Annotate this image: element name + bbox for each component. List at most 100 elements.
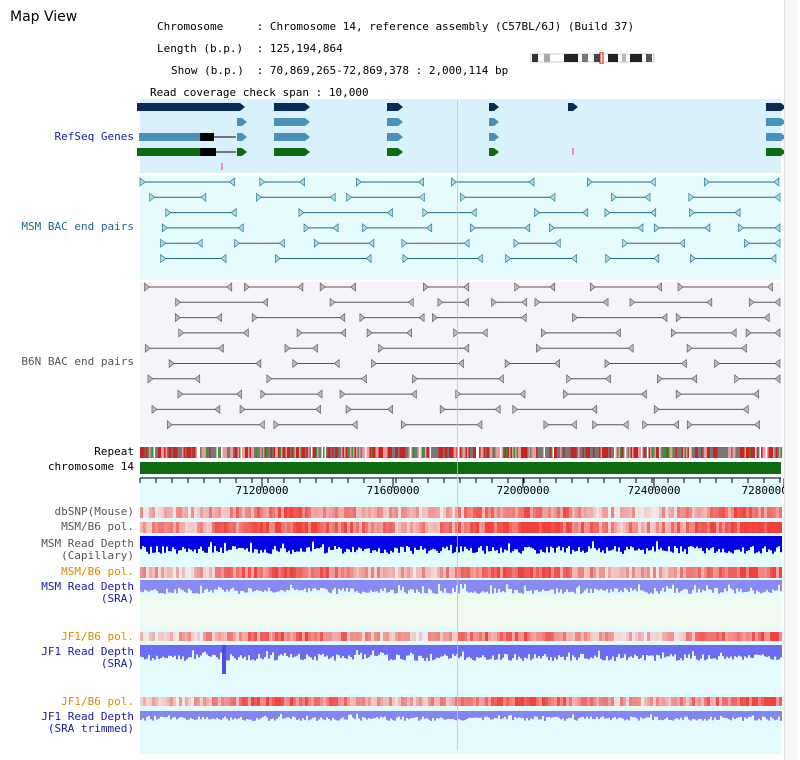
heat-cell — [446, 567, 449, 578]
depth-bar — [226, 536, 228, 551]
depth-bar — [272, 711, 274, 719]
heat-cell — [521, 507, 524, 518]
heat-cell — [311, 522, 314, 533]
heat-cell — [155, 697, 158, 706]
depth-bar — [724, 711, 726, 718]
track-label-refseq[interactable]: RefSeq Genes — [54, 130, 134, 143]
depth-bar — [598, 711, 600, 720]
depth-bar — [520, 645, 522, 659]
depth-bar — [602, 580, 604, 591]
depth-bar — [558, 536, 560, 547]
depth-bar — [268, 580, 270, 588]
refseq-genes[interactable] — [137, 103, 786, 170]
depth-bar — [378, 645, 380, 655]
repeat-mark — [458, 447, 460, 458]
heat-cell — [425, 697, 428, 706]
depth-bar — [540, 536, 542, 550]
heat-cell — [185, 697, 188, 706]
heat-cell — [599, 632, 602, 641]
heat-cell — [353, 697, 356, 706]
heat-cell — [650, 507, 653, 518]
depth-bar — [658, 711, 660, 721]
depth-bar — [364, 580, 366, 593]
depth-bar — [320, 580, 322, 588]
depth-bar — [548, 536, 550, 553]
depth-bar — [594, 711, 596, 720]
bac-end — [604, 207, 611, 218]
depth-bar — [742, 645, 744, 660]
depth-bar — [650, 711, 652, 715]
track-label-b6n-bac[interactable]: B6N BAC end pairs — [21, 355, 134, 368]
heat-cell — [461, 522, 464, 533]
heat-cell — [203, 697, 206, 706]
repeat-mark — [303, 447, 306, 458]
depth-bar — [720, 580, 722, 593]
heat-cell — [545, 507, 548, 518]
repeat-mark — [740, 447, 742, 458]
heat-cell — [713, 567, 716, 578]
heat-cell — [254, 522, 257, 533]
repeat-mark — [332, 447, 334, 458]
depth-bar — [746, 536, 748, 551]
depth-bar — [726, 711, 728, 719]
depth-bar — [264, 711, 266, 716]
heat-cell — [365, 567, 368, 578]
bac-end — [284, 343, 291, 353]
position-axis: 71200000 71600000 72000000 72400000 72800000 — [139, 477, 794, 497]
bac-end — [767, 282, 773, 292]
depth-bar — [734, 580, 736, 594]
repeat-mark — [450, 447, 453, 458]
heat-cell — [266, 522, 269, 533]
depth-bar — [406, 711, 408, 719]
depth-bar — [142, 711, 144, 719]
heat-cell — [221, 567, 224, 578]
track-label-msm-bac[interactable]: MSM BAC end pairs — [21, 220, 134, 233]
depth-bar — [402, 711, 404, 717]
heat-cell — [257, 697, 260, 706]
heat-cell — [623, 632, 626, 641]
colon: : — [250, 64, 270, 77]
depth-bar — [404, 645, 406, 661]
heat-cell — [752, 522, 755, 533]
heat-cell — [665, 632, 668, 641]
chromosome-ideogram[interactable] — [530, 52, 656, 64]
depth-bar — [214, 711, 216, 720]
heat-cell — [464, 567, 467, 578]
repeat-mark — [434, 447, 436, 458]
heat-cell — [212, 507, 215, 518]
depth-bar — [228, 645, 230, 661]
heat-cell — [461, 567, 464, 578]
bac-end — [774, 297, 781, 307]
depth-bar — [688, 580, 690, 594]
msm-bac-pairs[interactable] — [139, 177, 781, 264]
heat-cell — [428, 507, 431, 518]
heat-cell — [272, 632, 275, 641]
depth-bar — [244, 580, 246, 593]
depth-bar — [380, 536, 382, 554]
depth-bar — [158, 711, 160, 719]
depth-bar — [608, 580, 610, 593]
depth-bar — [648, 711, 650, 718]
heat-cell — [443, 567, 446, 578]
depth-bar — [276, 580, 278, 592]
scrollbar[interactable] — [784, 0, 798, 760]
heat-cell — [644, 567, 647, 578]
heat-cell — [332, 522, 335, 533]
depth-bar — [284, 711, 286, 719]
depth-bar — [468, 580, 470, 593]
heat-cell — [527, 522, 530, 533]
depth-bar — [346, 580, 348, 588]
repeat-mark — [576, 447, 579, 458]
depth-bar — [162, 645, 164, 657]
b6n-bac-pairs[interactable] — [144, 282, 781, 430]
depth-bar — [702, 536, 704, 552]
heat-cell — [602, 507, 605, 518]
repeat-mark — [215, 447, 217, 458]
depth-bar — [332, 711, 334, 718]
depth-bar — [198, 536, 200, 549]
depth-bar — [596, 645, 598, 658]
bac-end — [312, 343, 318, 353]
depth-bar — [174, 645, 176, 656]
heat-cell — [443, 507, 446, 518]
